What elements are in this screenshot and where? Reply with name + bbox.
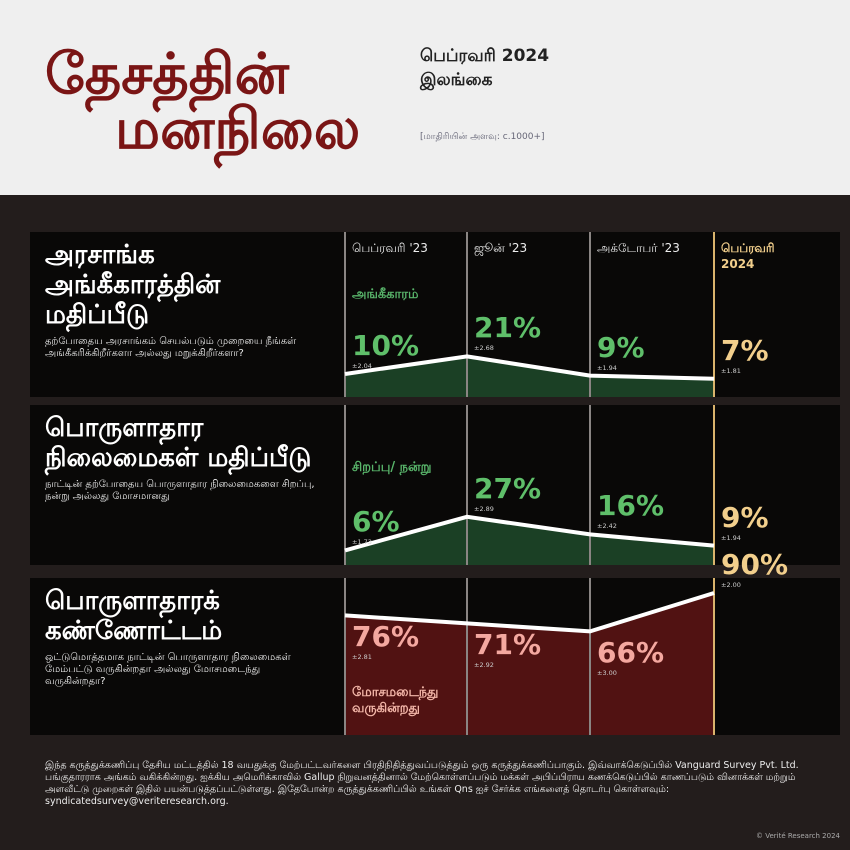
panel-title: பொருளாதாரக் கண்ணோட்டம்	[45, 586, 223, 646]
panel-title: அரசாங்க அங்கீகாரத்தின் மதிப்பீடு	[45, 240, 221, 330]
column-header: ஜூன் '23	[474, 241, 528, 255]
column-header: பெப்ரவரி '23	[352, 241, 428, 255]
title: தேசத்தின்	[45, 42, 289, 107]
question: நாட்டின் தற்போதைய பொருளாதார நிலைமைகளை சி…	[45, 479, 315, 502]
question: ஒட்டுமொத்தமாக நாட்டின் பொருளாதார நிலைமைக…	[45, 652, 291, 687]
error-label: ±1.94	[597, 363, 617, 372]
footer-text: இந்த கருத்துக்கணிப்பு தேசிய மட்டத்தில் 1…	[45, 760, 799, 807]
credit: © Verité Research 2024	[755, 832, 840, 840]
error-label: ±3.00	[597, 669, 617, 678]
header	[0, 0, 850, 195]
value-label: 7%	[721, 333, 769, 367]
sample-size: [மாதிரியின் அளவு: c.1000+]	[420, 132, 545, 142]
error-label: ±2.42	[597, 522, 617, 531]
date: பெப்ரவரி 2024	[420, 46, 550, 66]
value-label: 21%	[474, 311, 542, 345]
panel-title: பொருளாதார நிலைமைகள் மதிப்பீடு	[45, 413, 312, 473]
value-label: 27%	[474, 471, 542, 505]
error-label: ±1.94	[721, 533, 741, 542]
error-label: ±2.81	[352, 653, 372, 662]
error-label: ±1.81	[721, 366, 741, 375]
column-header: பெப்ரவரி 2024	[721, 241, 775, 271]
series-label: சிறப்பு/ நன்று	[352, 460, 432, 475]
question: தற்போதைய அரசாங்கம் செயல்படும் முறையை நீங…	[45, 336, 297, 359]
value-label: 90%	[721, 548, 789, 581]
column-header: அக்டோபர் '23	[597, 241, 680, 255]
value-label: 6%	[352, 505, 400, 539]
error-label: ±1.73	[352, 538, 372, 547]
value-label: 76%	[352, 620, 420, 654]
value-label: 16%	[597, 489, 665, 523]
line	[344, 591, 715, 634]
error-label: ±2.00	[721, 581, 741, 589]
error-label: ±2.89	[474, 504, 494, 513]
area	[345, 516, 714, 565]
value-label: 66%	[597, 636, 665, 670]
title: மனநிலை	[115, 97, 361, 162]
value-label: 9%	[597, 330, 645, 364]
line	[344, 354, 715, 381]
line	[344, 514, 715, 553]
country: இலங்கை	[420, 70, 493, 90]
value-label: 9%	[721, 500, 769, 534]
value-label: 10%	[352, 329, 420, 362]
error-label: ±2.04	[352, 362, 372, 370]
error-label: ±2.92	[474, 661, 494, 670]
series-label: மோசமடைந்து வருகின்றது	[352, 685, 439, 716]
error-label: ±2.68	[474, 344, 494, 353]
value-label: 71%	[474, 628, 542, 662]
series-label: அங்கீகாரம்	[352, 287, 419, 302]
area	[345, 593, 714, 735]
area	[345, 356, 714, 397]
